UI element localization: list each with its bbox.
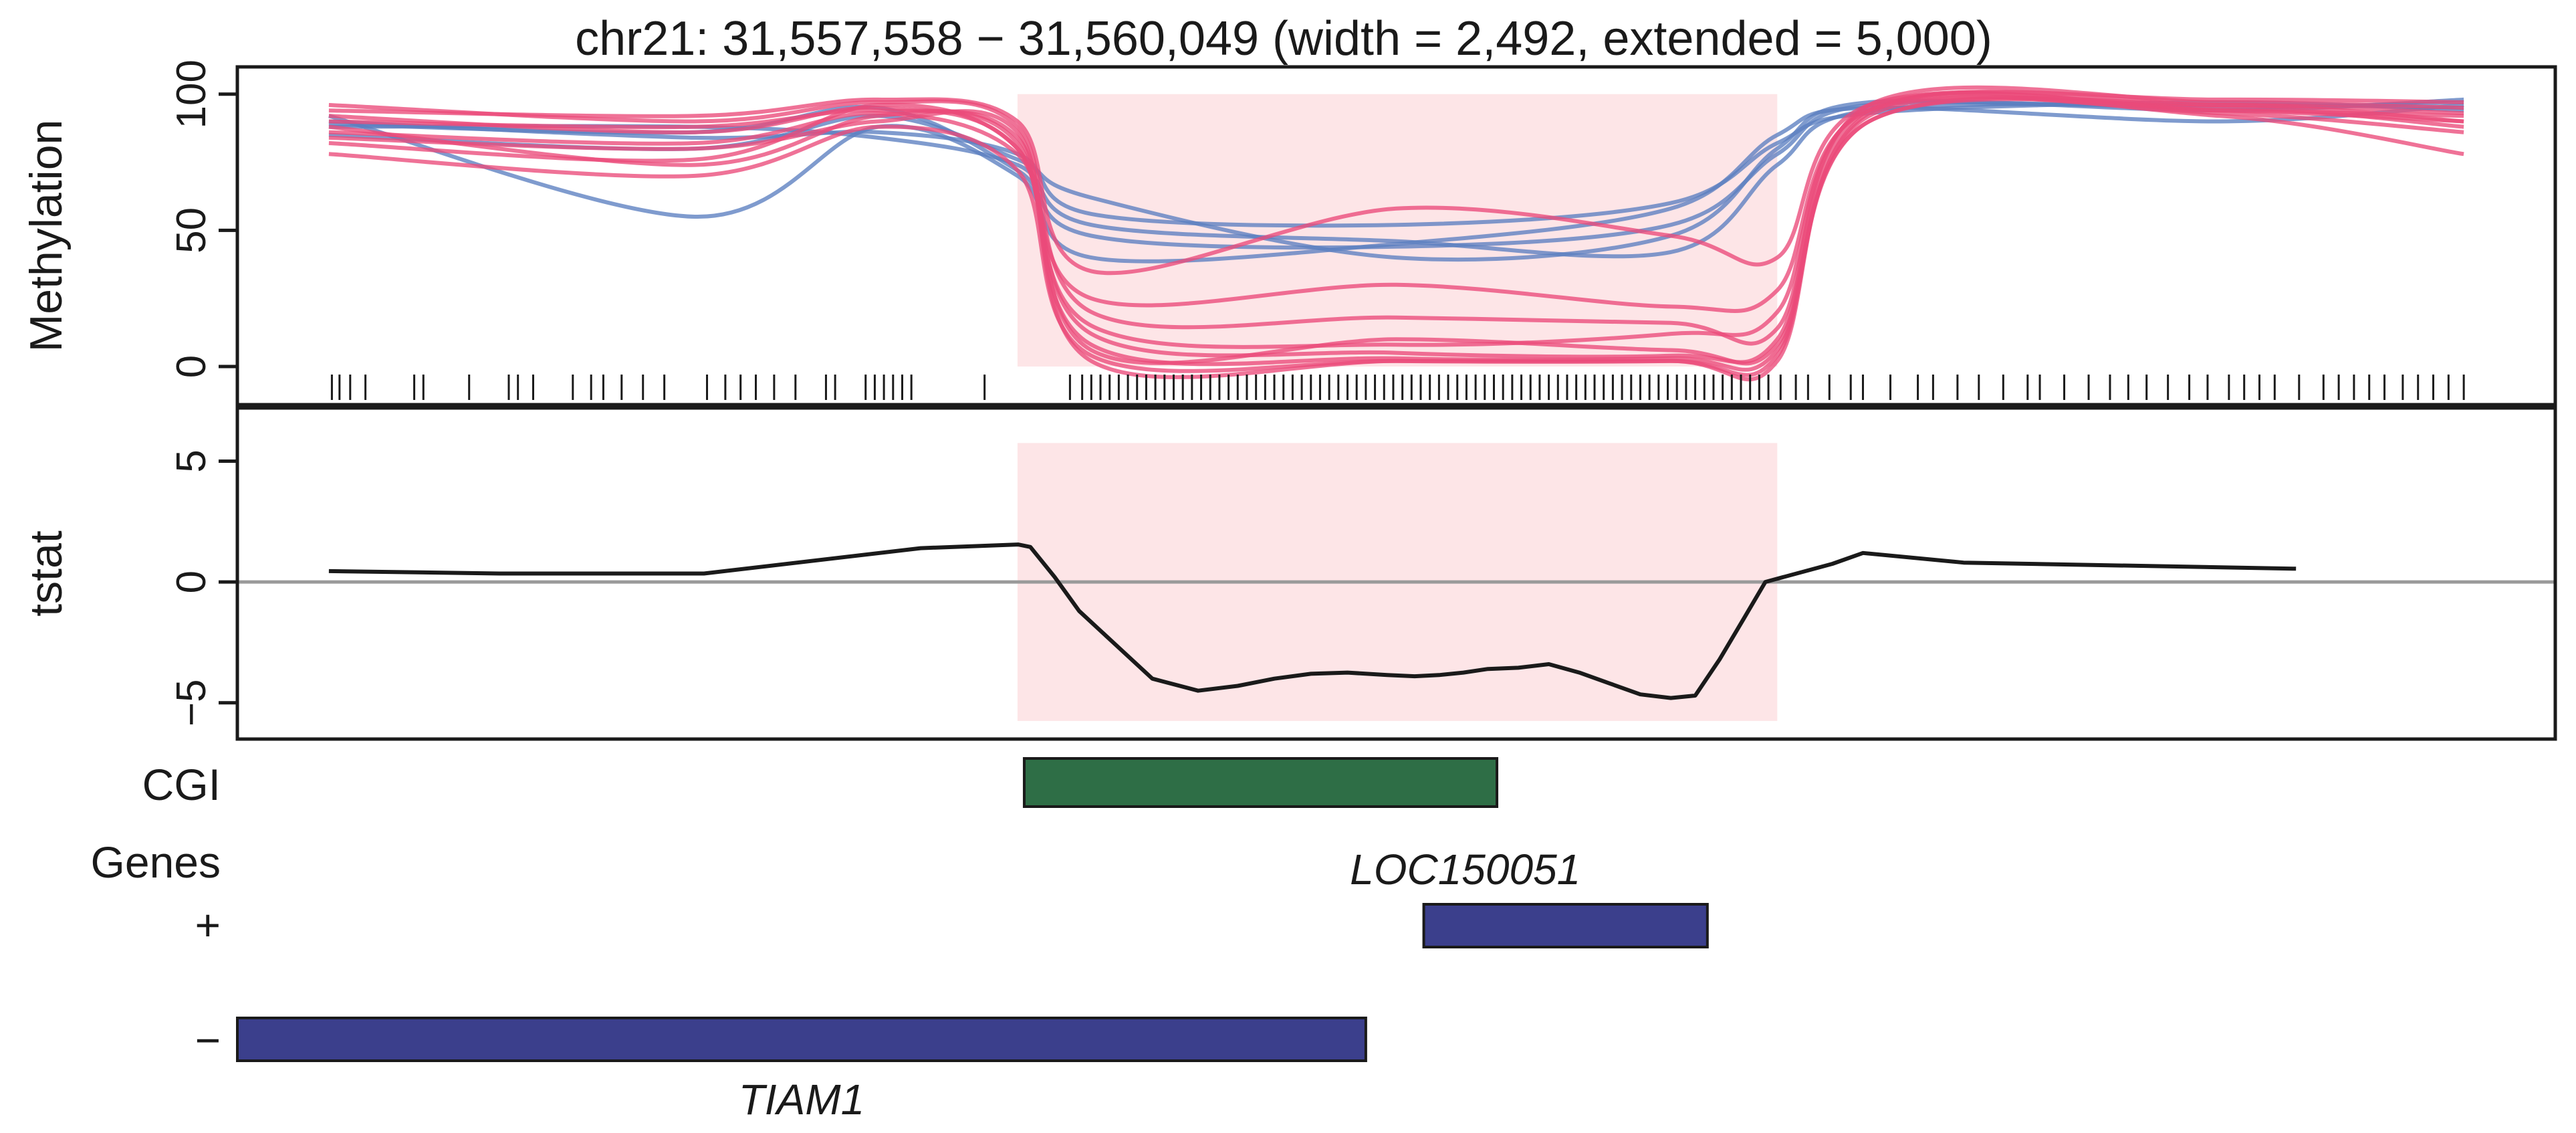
methylation-y-axis: 0 50 100: [168, 60, 239, 378]
methylation-y-tick-label: 50: [168, 207, 215, 253]
genes-track-label: Genes: [91, 837, 221, 887]
gene-box-plus: [1422, 903, 1709, 948]
plus-strand-label: +: [195, 900, 221, 950]
methylation-series-red: [328, 85, 2464, 346]
tstat-line: [328, 542, 2297, 700]
methylation-series-group: [328, 85, 2464, 382]
cgi-track: [1022, 757, 1499, 808]
tstat-y-axis: −5 0 5: [168, 449, 239, 726]
annotation-tracks: CGI Genes + − LOC150051 TIAM1: [91, 757, 1709, 1124]
plus-strand-genes: LOC150051: [1350, 845, 1709, 948]
tstat-y-axis-label: tstat: [21, 530, 72, 617]
cgi-track-label: CGI: [142, 760, 221, 809]
tstat-panel: −5 0 5 tstat: [21, 406, 2557, 741]
plot-title: chr21: 31,557,558 − 31,560,049 (width = …: [575, 12, 1992, 66]
tstat-panel-frame: [235, 406, 2557, 741]
methylation-y-tick-label: 0: [168, 355, 215, 378]
cgi-box: [1022, 757, 1499, 808]
gene-name-minus: TIAM1: [739, 1075, 864, 1124]
methylation-series-red: [328, 91, 2464, 349]
cpg-rug: [330, 375, 2465, 400]
tstat-y-tick-label: 0: [168, 571, 215, 593]
methylation-series-red: [328, 95, 2464, 313]
gene-name-plus: LOC150051: [1350, 845, 1580, 894]
minus-strand-label: −: [195, 1015, 221, 1065]
tstat-y-tick-label: −5: [168, 679, 215, 726]
gene-box-minus: [236, 1017, 1367, 1062]
methylation-y-tick-label: 100: [168, 60, 215, 128]
tstat-y-tick-label: 5: [168, 449, 215, 472]
methylation-y-axis-label: Methylation: [21, 120, 72, 352]
methylation-panel: 0 50 100 Methylation: [21, 60, 2557, 407]
minus-strand-genes: TIAM1: [236, 1017, 1367, 1124]
methylation-panel-frame: [235, 65, 2557, 407]
methylation-series-blue: [328, 103, 2464, 264]
